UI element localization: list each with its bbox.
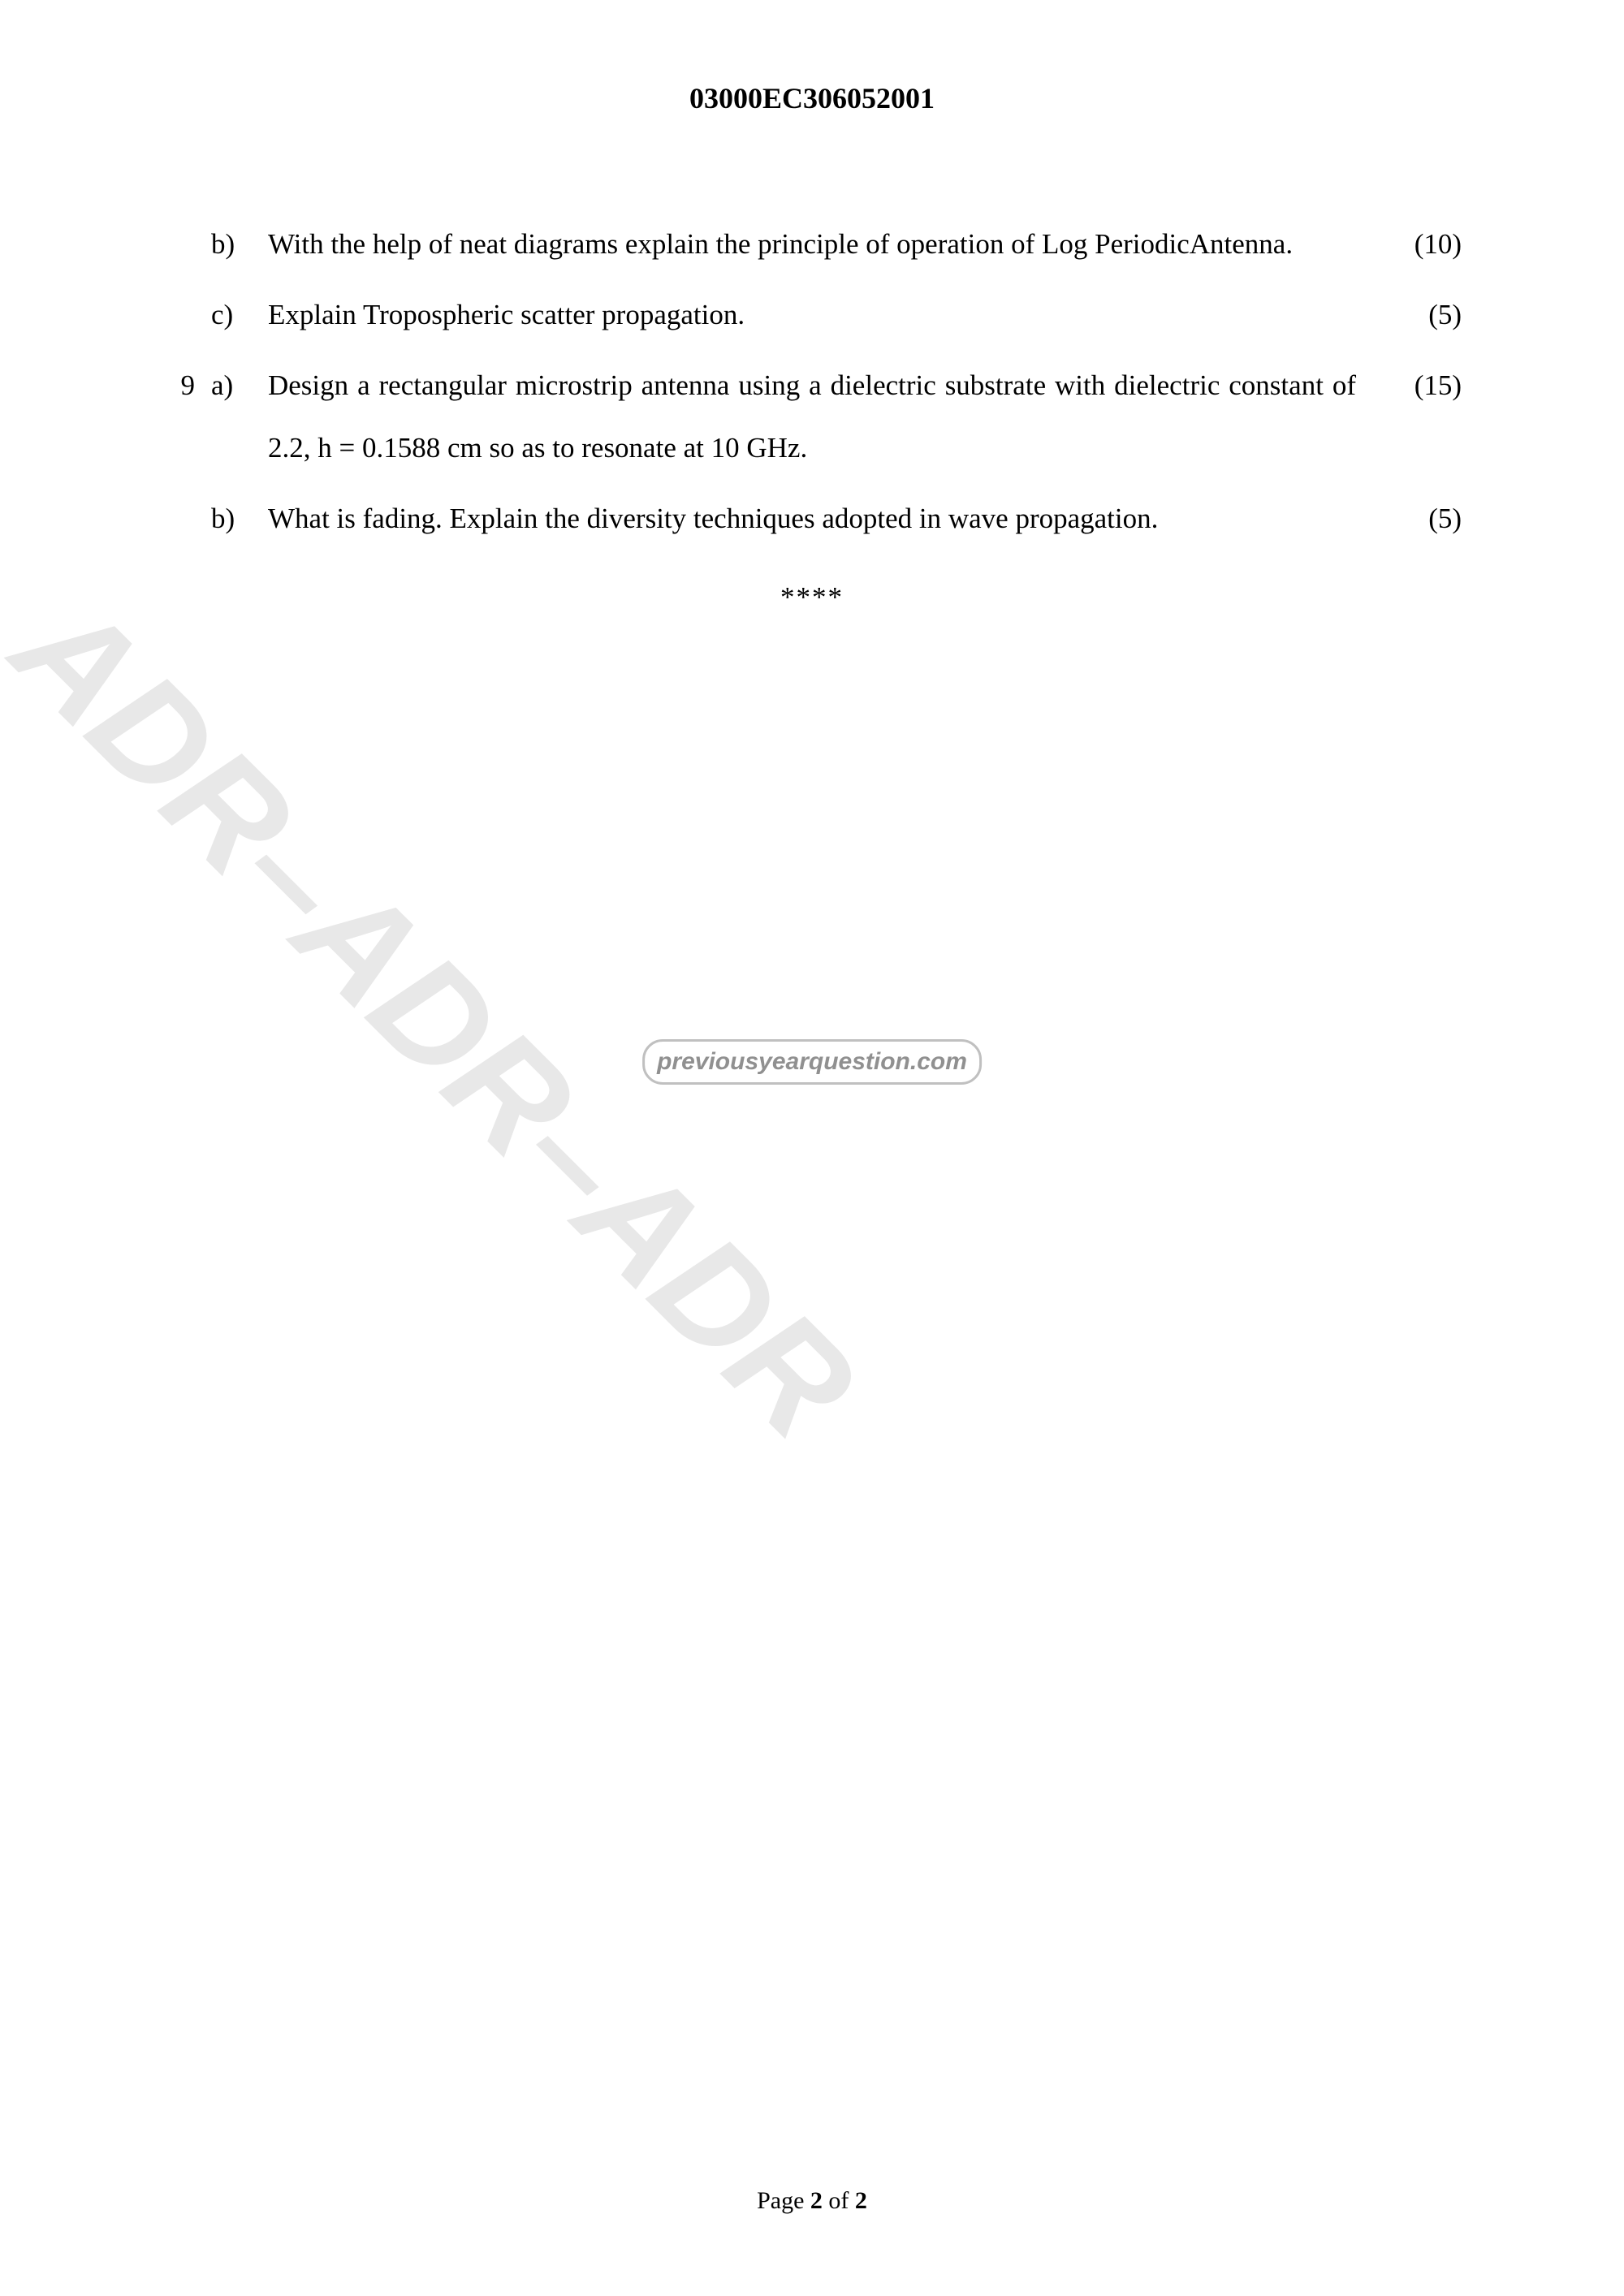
question-number: 9	[162, 354, 211, 416]
question-content: b) With the help of neat diagrams explai…	[162, 213, 1462, 628]
question-row: b) With the help of neat diagrams explai…	[162, 213, 1462, 275]
question-text: Explain Tropospheric scatter propagation…	[268, 283, 1389, 346]
footer-of-text: of	[823, 2187, 855, 2214]
footer-prefix: Page	[757, 2187, 810, 2214]
question-letter: a)	[211, 354, 268, 416]
page-header-code: 03000EC306052001	[162, 81, 1462, 115]
page-footer: Page 2 of 2	[757, 2187, 867, 2215]
question-marks: (15)	[1389, 354, 1462, 416]
question-letter: c)	[211, 283, 268, 346]
section-separator: ****	[162, 566, 1462, 628]
footer-total-pages: 2	[855, 2187, 867, 2214]
question-text: What is fading. Explain the diversity te…	[268, 487, 1389, 550]
question-row: b) What is fading. Explain the diversity…	[162, 487, 1462, 550]
question-marks: (5)	[1389, 487, 1462, 550]
question-letter: b)	[211, 213, 268, 275]
question-marks: (5)	[1389, 283, 1462, 346]
question-marks: (10)	[1389, 213, 1462, 275]
question-text: Design a rectangular microstrip antenna …	[268, 354, 1389, 479]
question-row: 9 a) Design a rectangular microstrip ant…	[162, 354, 1462, 479]
watermark-diagonal-text: ADR–ADR–ADR	[0, 565, 888, 1470]
footer-current-page: 2	[810, 2187, 823, 2214]
question-row: c) Explain Tropospheric scatter propagat…	[162, 283, 1462, 346]
question-text: With the help of neat diagrams explain t…	[268, 213, 1389, 275]
watermark-logo: previousyearquestion.com	[642, 1039, 982, 1085]
question-letter: b)	[211, 487, 268, 550]
